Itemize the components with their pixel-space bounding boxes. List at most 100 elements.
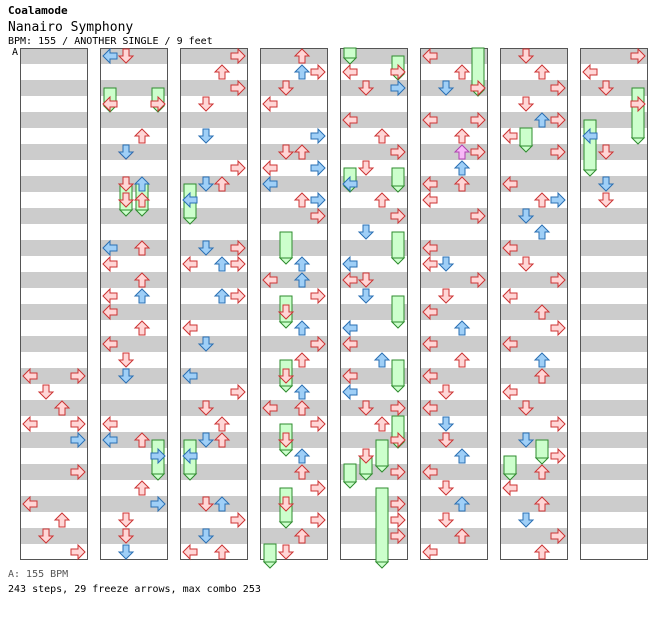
beat-band — [500, 144, 568, 160]
left-arrow-icon — [422, 47, 438, 65]
beat-band — [340, 144, 408, 160]
beat-band — [420, 496, 488, 512]
down-arrow-icon — [117, 176, 135, 192]
beat-band — [340, 80, 408, 96]
beat-band — [420, 144, 488, 160]
beat-band — [260, 176, 328, 192]
freeze-arrow — [534, 439, 550, 465]
freeze-body — [391, 231, 405, 259]
beat-band — [260, 80, 328, 96]
down-arrow-icon — [197, 336, 215, 352]
beat-band — [180, 528, 248, 544]
right-arrow-icon — [470, 207, 486, 225]
freeze-arrow — [374, 439, 390, 473]
up-arrow-icon — [213, 544, 231, 560]
freeze-tail — [278, 321, 294, 329]
left-arrow-icon — [262, 271, 278, 289]
down-arrow-icon — [277, 496, 295, 512]
beat-band — [180, 368, 248, 384]
left-arrow-icon — [102, 303, 118, 321]
freeze-tail — [262, 561, 278, 569]
left-arrow-icon — [422, 463, 438, 481]
beat-band — [20, 400, 88, 416]
right-arrow-icon — [390, 63, 406, 81]
left-arrow-icon — [502, 175, 518, 193]
up-arrow-icon — [213, 496, 231, 512]
left-arrow-icon — [22, 495, 38, 513]
right-arrow-icon — [470, 111, 486, 129]
beat-band — [180, 464, 248, 480]
right-arrow-icon — [470, 271, 486, 289]
right-arrow-icon — [70, 415, 86, 433]
beat-band — [180, 240, 248, 256]
left-arrow-icon — [262, 175, 278, 193]
left-arrow-icon — [342, 271, 358, 289]
up-arrow-icon — [213, 288, 231, 304]
beat-band — [260, 528, 328, 544]
left-arrow-icon — [422, 191, 438, 209]
up-arrow-icon — [293, 448, 311, 464]
freeze-arrow — [502, 455, 518, 481]
beat-band — [100, 272, 168, 288]
up-arrow-icon — [373, 128, 391, 144]
down-arrow-icon — [437, 384, 455, 400]
beat-band — [100, 240, 168, 256]
beat-band — [420, 432, 488, 448]
down-arrow-icon — [517, 400, 535, 416]
beat-band — [20, 368, 88, 384]
beat-band — [580, 496, 648, 512]
right-arrow-icon — [390, 207, 406, 225]
column-border — [580, 48, 648, 560]
beat-band — [100, 144, 168, 160]
left-arrow-icon — [102, 287, 118, 305]
beat-band — [340, 528, 408, 544]
right-arrow-icon — [150, 495, 166, 513]
beat-band — [260, 240, 328, 256]
beat-band — [420, 240, 488, 256]
freeze-tail — [358, 473, 374, 481]
left-arrow-icon — [342, 175, 358, 193]
down-arrow-icon — [117, 192, 135, 208]
beat-band — [580, 208, 648, 224]
freeze-tail — [582, 169, 598, 177]
beat-band — [180, 304, 248, 320]
down-arrow-icon — [597, 80, 615, 96]
down-arrow-icon — [357, 400, 375, 416]
up-arrow-icon — [133, 432, 151, 448]
beat-band — [420, 304, 488, 320]
chart-column-2 — [100, 48, 168, 560]
freeze-body — [375, 487, 389, 563]
down-arrow-icon — [197, 400, 215, 416]
beat-band — [500, 336, 568, 352]
freeze-body — [503, 455, 517, 475]
beat-band — [580, 368, 648, 384]
down-arrow-icon — [197, 240, 215, 256]
column-border — [180, 48, 248, 560]
right-arrow-icon — [150, 447, 166, 465]
beat-band — [260, 112, 328, 128]
beat-band — [420, 208, 488, 224]
left-arrow-icon — [102, 335, 118, 353]
beat-band — [340, 432, 408, 448]
beat-band — [260, 272, 328, 288]
beat-band — [340, 112, 408, 128]
right-arrow-icon — [310, 191, 326, 209]
beat-band — [20, 208, 88, 224]
down-arrow-icon — [197, 128, 215, 144]
beat-band — [420, 272, 488, 288]
up-arrow-icon — [213, 416, 231, 432]
down-arrow-icon — [277, 544, 295, 560]
right-arrow-icon — [550, 271, 566, 289]
beat-band — [100, 208, 168, 224]
down-arrow-icon — [357, 448, 375, 464]
up-arrow-icon — [533, 112, 551, 128]
freeze-arrow — [342, 463, 358, 489]
freeze-tail — [118, 209, 134, 217]
beat-band — [580, 304, 648, 320]
artist-name: Coalamode — [8, 4, 68, 17]
up-arrow-icon — [293, 320, 311, 336]
up-arrow-icon — [133, 480, 151, 496]
up-arrow-icon — [133, 288, 151, 304]
left-arrow-icon — [102, 431, 118, 449]
beat-band — [340, 304, 408, 320]
